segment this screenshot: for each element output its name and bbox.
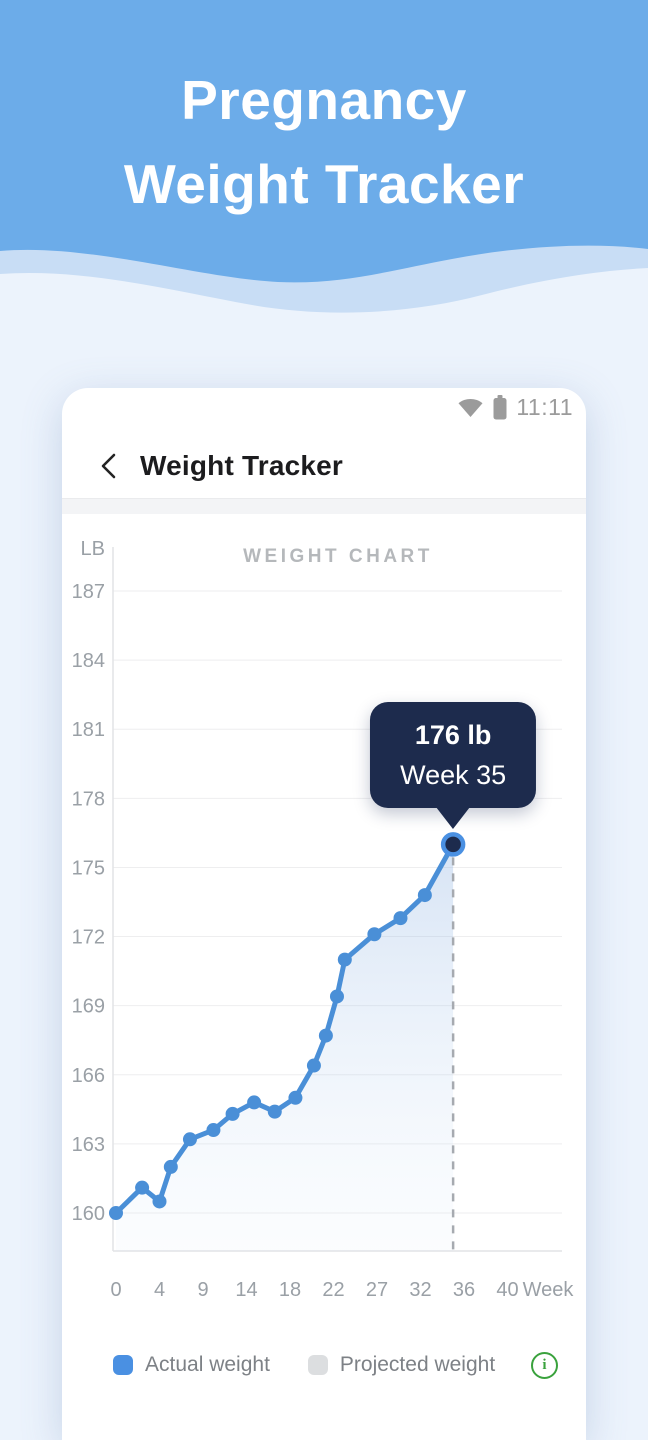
y-unit-label: LB: [81, 538, 105, 560]
data-point[interactable]: [329, 989, 344, 1004]
data-point[interactable]: [337, 952, 352, 967]
hero-header: Pregnancy Weight Tracker: [0, 0, 648, 322]
y-tick-label: 169: [72, 996, 105, 1018]
x-tick-label: 36: [453, 1279, 475, 1301]
x-tick-label: 9: [197, 1279, 208, 1301]
legend-label-projected: Projected weight: [339, 1353, 496, 1376]
data-point[interactable]: [152, 1194, 167, 1209]
data-point[interactable]: [135, 1180, 150, 1195]
info-icon[interactable]: i: [531, 1351, 558, 1379]
data-point[interactable]: [163, 1159, 178, 1174]
y-tick-label: 175: [72, 857, 105, 879]
info-glyph: i: [542, 1356, 547, 1373]
nav-bar: Weight Tracker: [62, 444, 586, 488]
y-tick-label: 181: [72, 719, 105, 741]
page-title: Weight Tracker: [140, 450, 344, 481]
highlight-point[interactable]: [440, 832, 466, 857]
legend-label-actual: Actual weight: [145, 1353, 270, 1376]
phone-mockup: 11:11 Weight Tracker 187 184 181 178 175 172 1…: [62, 388, 586, 1440]
y-tick-label: 166: [72, 1065, 105, 1087]
app-title-line2: Weight Tracker: [123, 153, 525, 215]
y-tick-label: 187: [72, 581, 105, 603]
x-tick-label: 4: [154, 1279, 165, 1301]
chart-title: WEIGHT CHART: [243, 546, 433, 567]
x-tick-label: 14: [235, 1279, 257, 1301]
legend-item-actual: Actual weight: [113, 1353, 270, 1377]
data-point[interactable]: [182, 1132, 197, 1147]
back-chevron-icon: [101, 453, 116, 479]
data-point[interactable]: [318, 1028, 333, 1043]
wifi-icon: [458, 398, 483, 417]
y-tick-label: 160: [72, 1203, 105, 1225]
wave-blue-shape: [0, 0, 648, 283]
clock-time: 11:11: [516, 393, 573, 420]
app-title: Pregnancy Weight Tracker: [0, 58, 648, 226]
data-point[interactable]: [206, 1123, 221, 1138]
battery-icon: [493, 394, 507, 419]
x-tick-label: 27: [366, 1279, 388, 1301]
wave-decoration: [0, 0, 648, 313]
area-fill: [116, 844, 454, 1251]
x-tick-label: 0: [110, 1279, 121, 1301]
x-tick-label: 18: [279, 1279, 301, 1301]
section-separator: [62, 498, 586, 514]
data-point[interactable]: [288, 1090, 303, 1105]
y-tick-label: 163: [72, 1134, 105, 1156]
data-point[interactable]: [225, 1106, 240, 1121]
x-axis-unit: Week: [523, 1279, 575, 1301]
data-point[interactable]: [247, 1095, 262, 1110]
projected-weight-swatch-icon: [307, 1355, 328, 1375]
y-tick-label: 184: [72, 650, 105, 672]
back-button[interactable]: [92, 449, 126, 483]
status-bar: 11:11: [62, 392, 586, 422]
app-title-line1: Pregnancy: [181, 69, 467, 131]
data-point[interactable]: [109, 1205, 123, 1220]
legend-item-projected: Projected weight: [307, 1353, 496, 1377]
x-tick-label: 40: [496, 1279, 518, 1301]
x-tick-label: 32: [409, 1279, 431, 1301]
chart-legend: Actual weight Projected weight i: [62, 1350, 586, 1380]
y-tick-label: 172: [72, 927, 105, 949]
data-point[interactable]: [306, 1058, 321, 1073]
y-tick-label: 178: [72, 788, 105, 810]
data-point[interactable]: [367, 927, 382, 942]
x-tick-label: 22: [322, 1279, 344, 1301]
data-point[interactable]: [417, 888, 432, 903]
actual-weight-swatch-icon: [113, 1355, 133, 1375]
data-point[interactable]: [393, 911, 408, 926]
data-point[interactable]: [267, 1104, 282, 1119]
